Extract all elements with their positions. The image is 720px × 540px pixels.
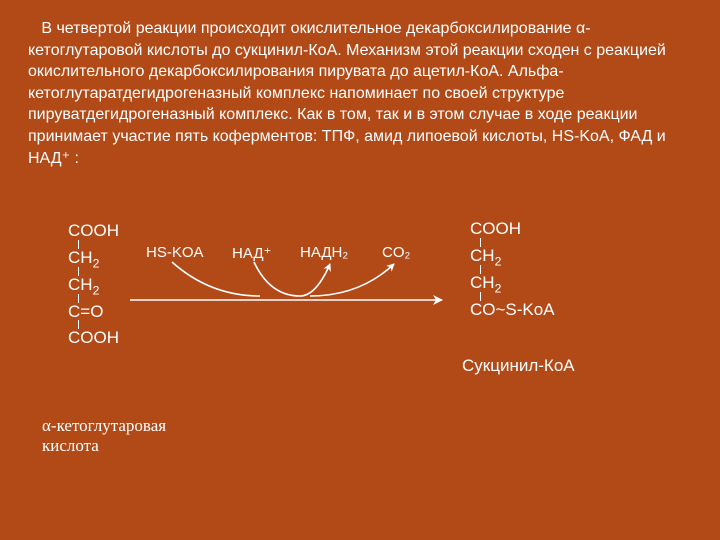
reaction-arrows [0,0,720,540]
